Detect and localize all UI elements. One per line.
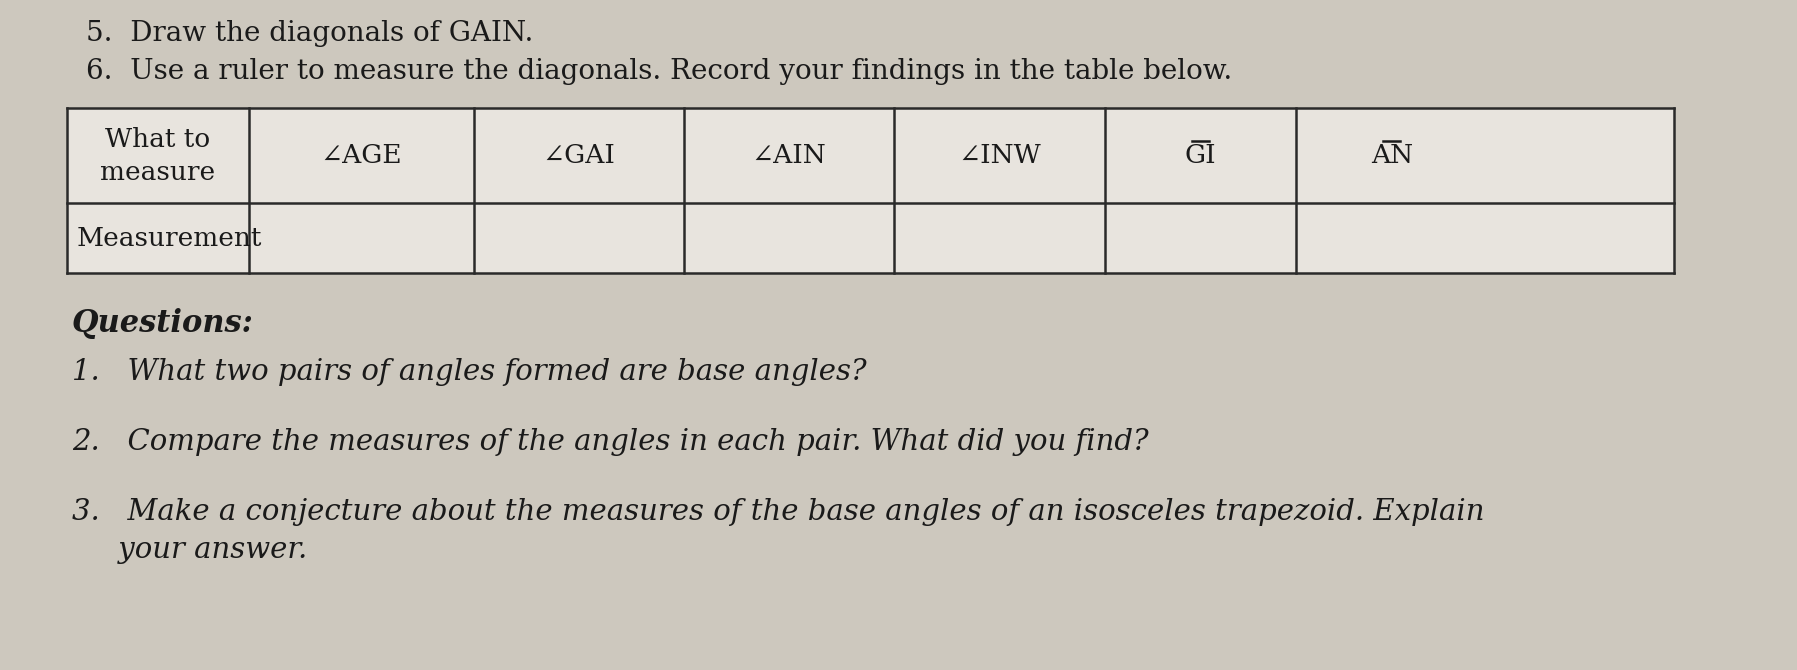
Text: ∠AIN: ∠AIN [751,143,827,168]
Text: your answer.: your answer. [72,536,307,564]
Text: Questions:: Questions: [72,308,253,339]
Text: ∠GAI: ∠GAI [543,143,615,168]
Text: ∠AGE: ∠AGE [320,143,403,168]
Text: ∠INW: ∠INW [958,143,1040,168]
Text: 6.  Use a ruler to measure the diagonals. Record your findings in the table belo: 6. Use a ruler to measure the diagonals.… [86,58,1233,85]
Bar [66,108,1675,273]
Text: Measurement: Measurement [77,226,262,251]
Text: AN: AN [1371,143,1412,168]
Text: GI: GI [1184,143,1217,168]
Text: 3.   Make a conjecture about the measures of the base angles of an isosceles tra: 3. Make a conjecture about the measures … [72,498,1484,526]
Text: 1.   What two pairs of angles formed are base angles?: 1. What two pairs of angles formed are b… [72,358,866,386]
Text: 5.  Draw the diagonals of GAIN.: 5. Draw the diagonals of GAIN. [86,20,534,47]
Text: What to
measure: What to measure [101,127,216,184]
Text: 2.   Compare the measures of the angles in each pair. What did you find?: 2. Compare the measures of the angles in… [72,428,1148,456]
